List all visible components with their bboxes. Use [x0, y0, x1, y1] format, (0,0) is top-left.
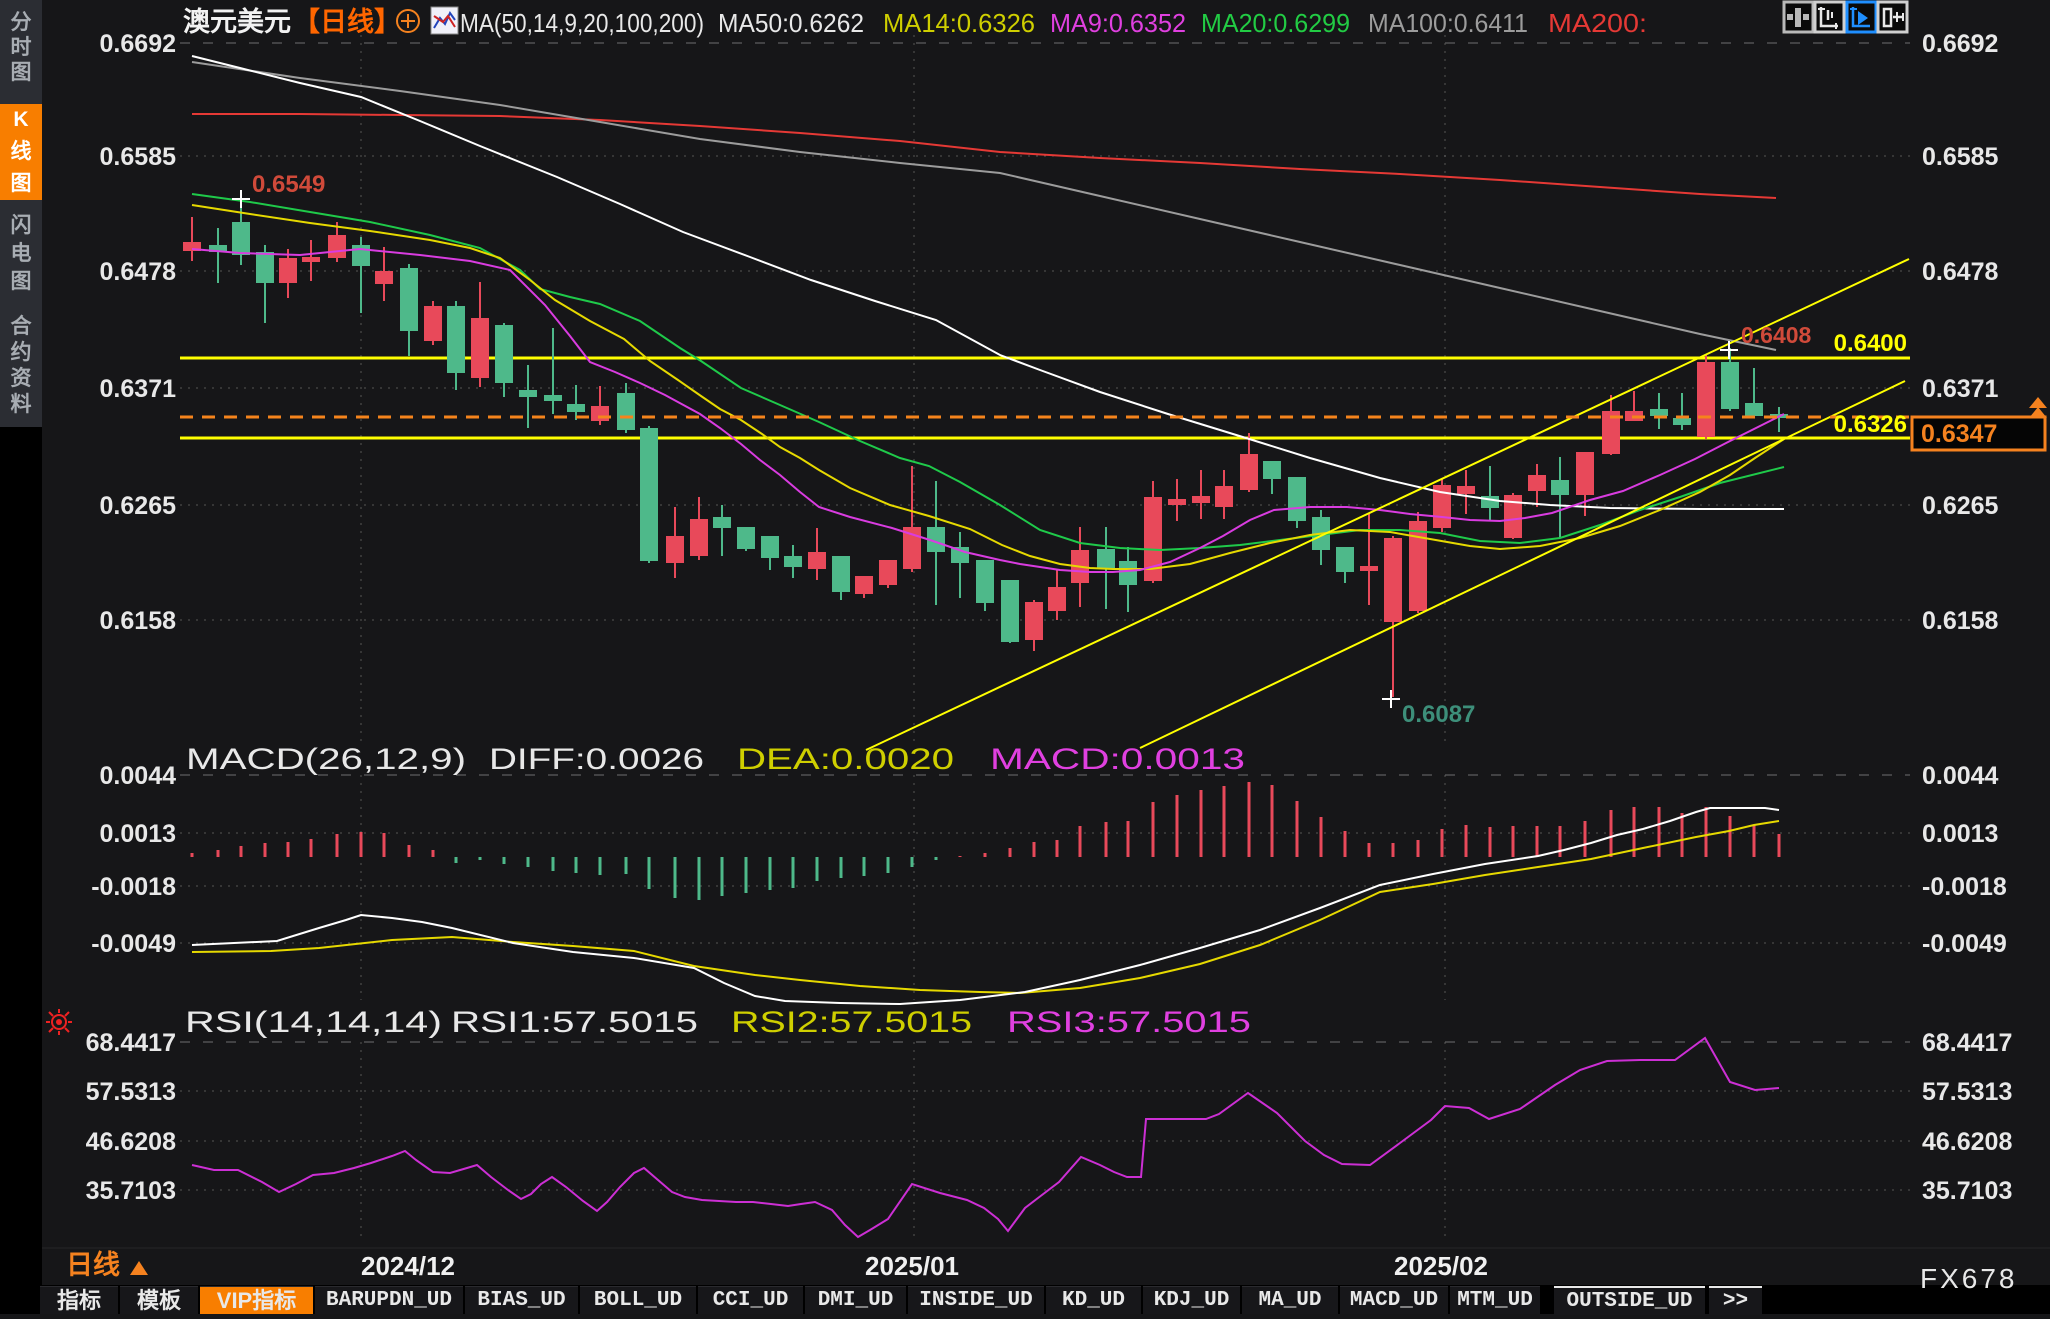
svg-text:MA(50,14,9,20,100,200): MA(50,14,9,20,100,200)	[460, 8, 704, 38]
svg-text:RSI(14,14,14): RSI(14,14,14)	[185, 1006, 442, 1039]
svg-text:0.0013: 0.0013	[100, 820, 176, 848]
svg-text:57.5313: 57.5313	[1922, 1078, 2012, 1106]
svg-text:0.6326: 0.6326	[1834, 411, 1907, 438]
svg-text:46.6208: 46.6208	[1922, 1128, 2012, 1156]
svg-text:0.0044: 0.0044	[1922, 762, 1999, 790]
svg-text:2025/01: 2025/01	[865, 1251, 959, 1281]
svg-text:0.6478: 0.6478	[100, 258, 177, 286]
svg-text:0.6347: 0.6347	[1921, 420, 1997, 448]
svg-text:0.6158: 0.6158	[1922, 607, 1999, 635]
svg-text:0.6371: 0.6371	[100, 375, 177, 403]
svg-text:MA20:0.6299: MA20:0.6299	[1201, 8, 1350, 38]
svg-text:0.0044: 0.0044	[100, 762, 177, 790]
svg-text:MACD:0.0013: MACD:0.0013	[990, 743, 1245, 776]
svg-text:RSI1:57.5015: RSI1:57.5015	[451, 1006, 698, 1039]
svg-text:-0.0018: -0.0018	[91, 873, 176, 901]
svg-text:澳元美元: 澳元美元	[183, 6, 291, 37]
svg-text:MA50:0.6262: MA50:0.6262	[718, 8, 864, 38]
svg-text:68.4417: 68.4417	[86, 1029, 176, 1057]
svg-text:35.7103: 35.7103	[86, 1177, 176, 1205]
svg-text:日线: 日线	[66, 1250, 120, 1280]
svg-text:0.6408: 0.6408	[1741, 322, 1812, 348]
svg-text:68.4417: 68.4417	[1922, 1029, 2012, 1057]
svg-text:MA200:: MA200:	[1548, 8, 1647, 38]
svg-text:MA100:0.6411: MA100:0.6411	[1368, 8, 1528, 38]
svg-text:RSI2:57.5015: RSI2:57.5015	[731, 1006, 972, 1039]
svg-text:MA9:0.6352: MA9:0.6352	[1050, 8, 1186, 38]
svg-text:0.6585: 0.6585	[100, 143, 177, 171]
svg-text:MACD(26,12,9): MACD(26,12,9)	[186, 743, 466, 776]
svg-text:0.6478: 0.6478	[1922, 258, 1999, 286]
svg-text:RSI3:57.5015: RSI3:57.5015	[1007, 1006, 1251, 1039]
svg-text:46.6208: 46.6208	[86, 1128, 176, 1156]
svg-text:DIFF:0.0026: DIFF:0.0026	[489, 743, 704, 776]
svg-text:【日线】: 【日线】	[293, 7, 401, 37]
svg-text:0.6158: 0.6158	[100, 607, 177, 635]
svg-text:57.5313: 57.5313	[86, 1078, 176, 1106]
svg-text:0.6371: 0.6371	[1922, 375, 1999, 403]
svg-text:0.6265: 0.6265	[1922, 492, 1999, 520]
svg-text:0.6400: 0.6400	[1834, 330, 1907, 357]
svg-text:-0.0018: -0.0018	[1922, 873, 2007, 901]
svg-text:0.6585: 0.6585	[1922, 143, 1999, 171]
svg-text:0.6265: 0.6265	[100, 492, 177, 520]
svg-text:0.6692: 0.6692	[1922, 30, 1998, 58]
svg-text:35.7103: 35.7103	[1922, 1177, 2012, 1205]
svg-text:MA14:0.6326: MA14:0.6326	[883, 8, 1035, 38]
svg-text:-0.0049: -0.0049	[1922, 930, 2007, 958]
svg-text:0.0013: 0.0013	[1922, 820, 1998, 848]
svg-text:-0.0049: -0.0049	[91, 930, 176, 958]
svg-text:0.6087: 0.6087	[1402, 701, 1475, 728]
svg-text:DEA:0.0020: DEA:0.0020	[737, 743, 954, 776]
svg-text:0.6692: 0.6692	[100, 30, 176, 58]
svg-text:2025/02: 2025/02	[1394, 1251, 1488, 1281]
svg-text:0.6549: 0.6549	[252, 171, 325, 198]
svg-text:2024/12: 2024/12	[361, 1251, 455, 1281]
